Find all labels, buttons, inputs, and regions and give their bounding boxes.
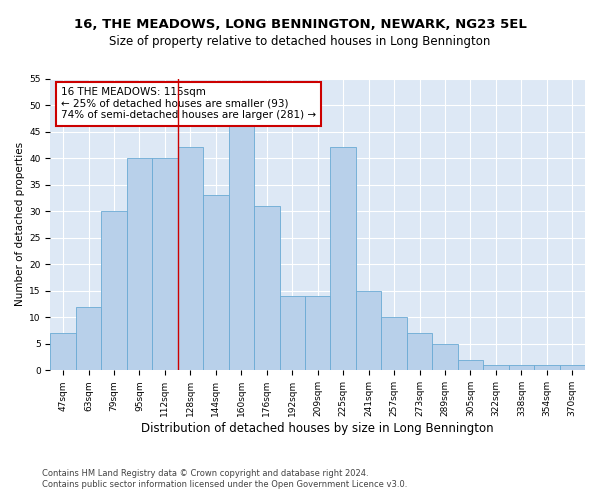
Text: Contains HM Land Registry data © Crown copyright and database right 2024.: Contains HM Land Registry data © Crown c… xyxy=(42,468,368,477)
Bar xyxy=(280,296,305,370)
Bar xyxy=(254,206,280,370)
Bar xyxy=(382,318,407,370)
Bar xyxy=(356,291,382,370)
Text: 16 THE MEADOWS: 115sqm
← 25% of detached houses are smaller (93)
74% of semi-det: 16 THE MEADOWS: 115sqm ← 25% of detached… xyxy=(61,88,316,120)
Bar xyxy=(483,365,509,370)
Bar xyxy=(203,195,229,370)
Bar xyxy=(50,333,76,370)
Bar xyxy=(534,365,560,370)
Bar xyxy=(178,148,203,370)
Bar xyxy=(101,211,127,370)
Bar xyxy=(560,365,585,370)
Bar xyxy=(407,333,432,370)
Bar xyxy=(331,148,356,370)
Text: 16, THE MEADOWS, LONG BENNINGTON, NEWARK, NG23 5EL: 16, THE MEADOWS, LONG BENNINGTON, NEWARK… xyxy=(74,18,526,30)
Text: Size of property relative to detached houses in Long Bennington: Size of property relative to detached ho… xyxy=(109,35,491,48)
Bar xyxy=(305,296,331,370)
Bar xyxy=(152,158,178,370)
Bar xyxy=(509,365,534,370)
X-axis label: Distribution of detached houses by size in Long Bennington: Distribution of detached houses by size … xyxy=(142,422,494,435)
Bar xyxy=(432,344,458,370)
Y-axis label: Number of detached properties: Number of detached properties xyxy=(15,142,25,306)
Text: Contains public sector information licensed under the Open Government Licence v3: Contains public sector information licen… xyxy=(42,480,407,489)
Bar xyxy=(458,360,483,370)
Bar xyxy=(76,306,101,370)
Bar xyxy=(127,158,152,370)
Bar xyxy=(229,126,254,370)
